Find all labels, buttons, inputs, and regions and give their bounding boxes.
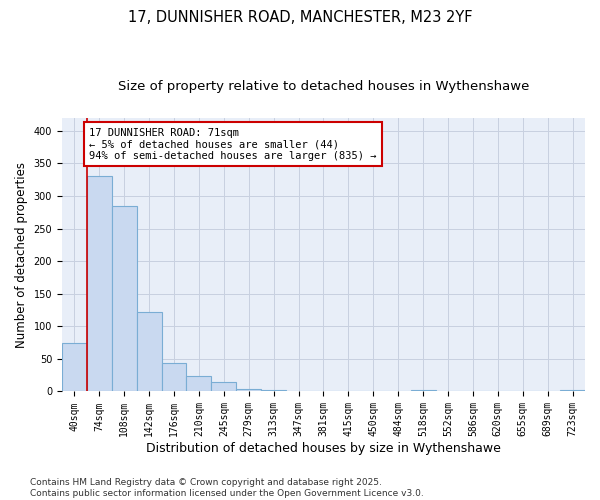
X-axis label: Distribution of detached houses by size in Wythenshawe: Distribution of detached houses by size … <box>146 442 501 455</box>
Bar <box>187 376 211 392</box>
Title: Size of property relative to detached houses in Wythenshawe: Size of property relative to detached ho… <box>118 80 529 93</box>
Text: Contains HM Land Registry data © Crown copyright and database right 2025.
Contai: Contains HM Land Registry data © Crown c… <box>30 478 424 498</box>
Text: 17 DUNNISHER ROAD: 71sqm
← 5% of detached houses are smaller (44)
94% of semi-de: 17 DUNNISHER ROAD: 71sqm ← 5% of detache… <box>89 128 376 161</box>
Y-axis label: Number of detached properties: Number of detached properties <box>15 162 28 348</box>
Bar <box>211 382 236 392</box>
Bar <box>286 391 311 392</box>
Text: 17, DUNNISHER ROAD, MANCHESTER, M23 2YF: 17, DUNNISHER ROAD, MANCHESTER, M23 2YF <box>128 10 472 25</box>
Bar <box>137 312 161 392</box>
Bar <box>410 390 436 392</box>
Bar <box>236 389 261 392</box>
Bar <box>560 390 585 392</box>
Bar <box>62 342 87 392</box>
Bar <box>261 390 286 392</box>
Bar <box>87 176 112 392</box>
Bar <box>161 364 187 392</box>
Bar <box>112 206 137 392</box>
